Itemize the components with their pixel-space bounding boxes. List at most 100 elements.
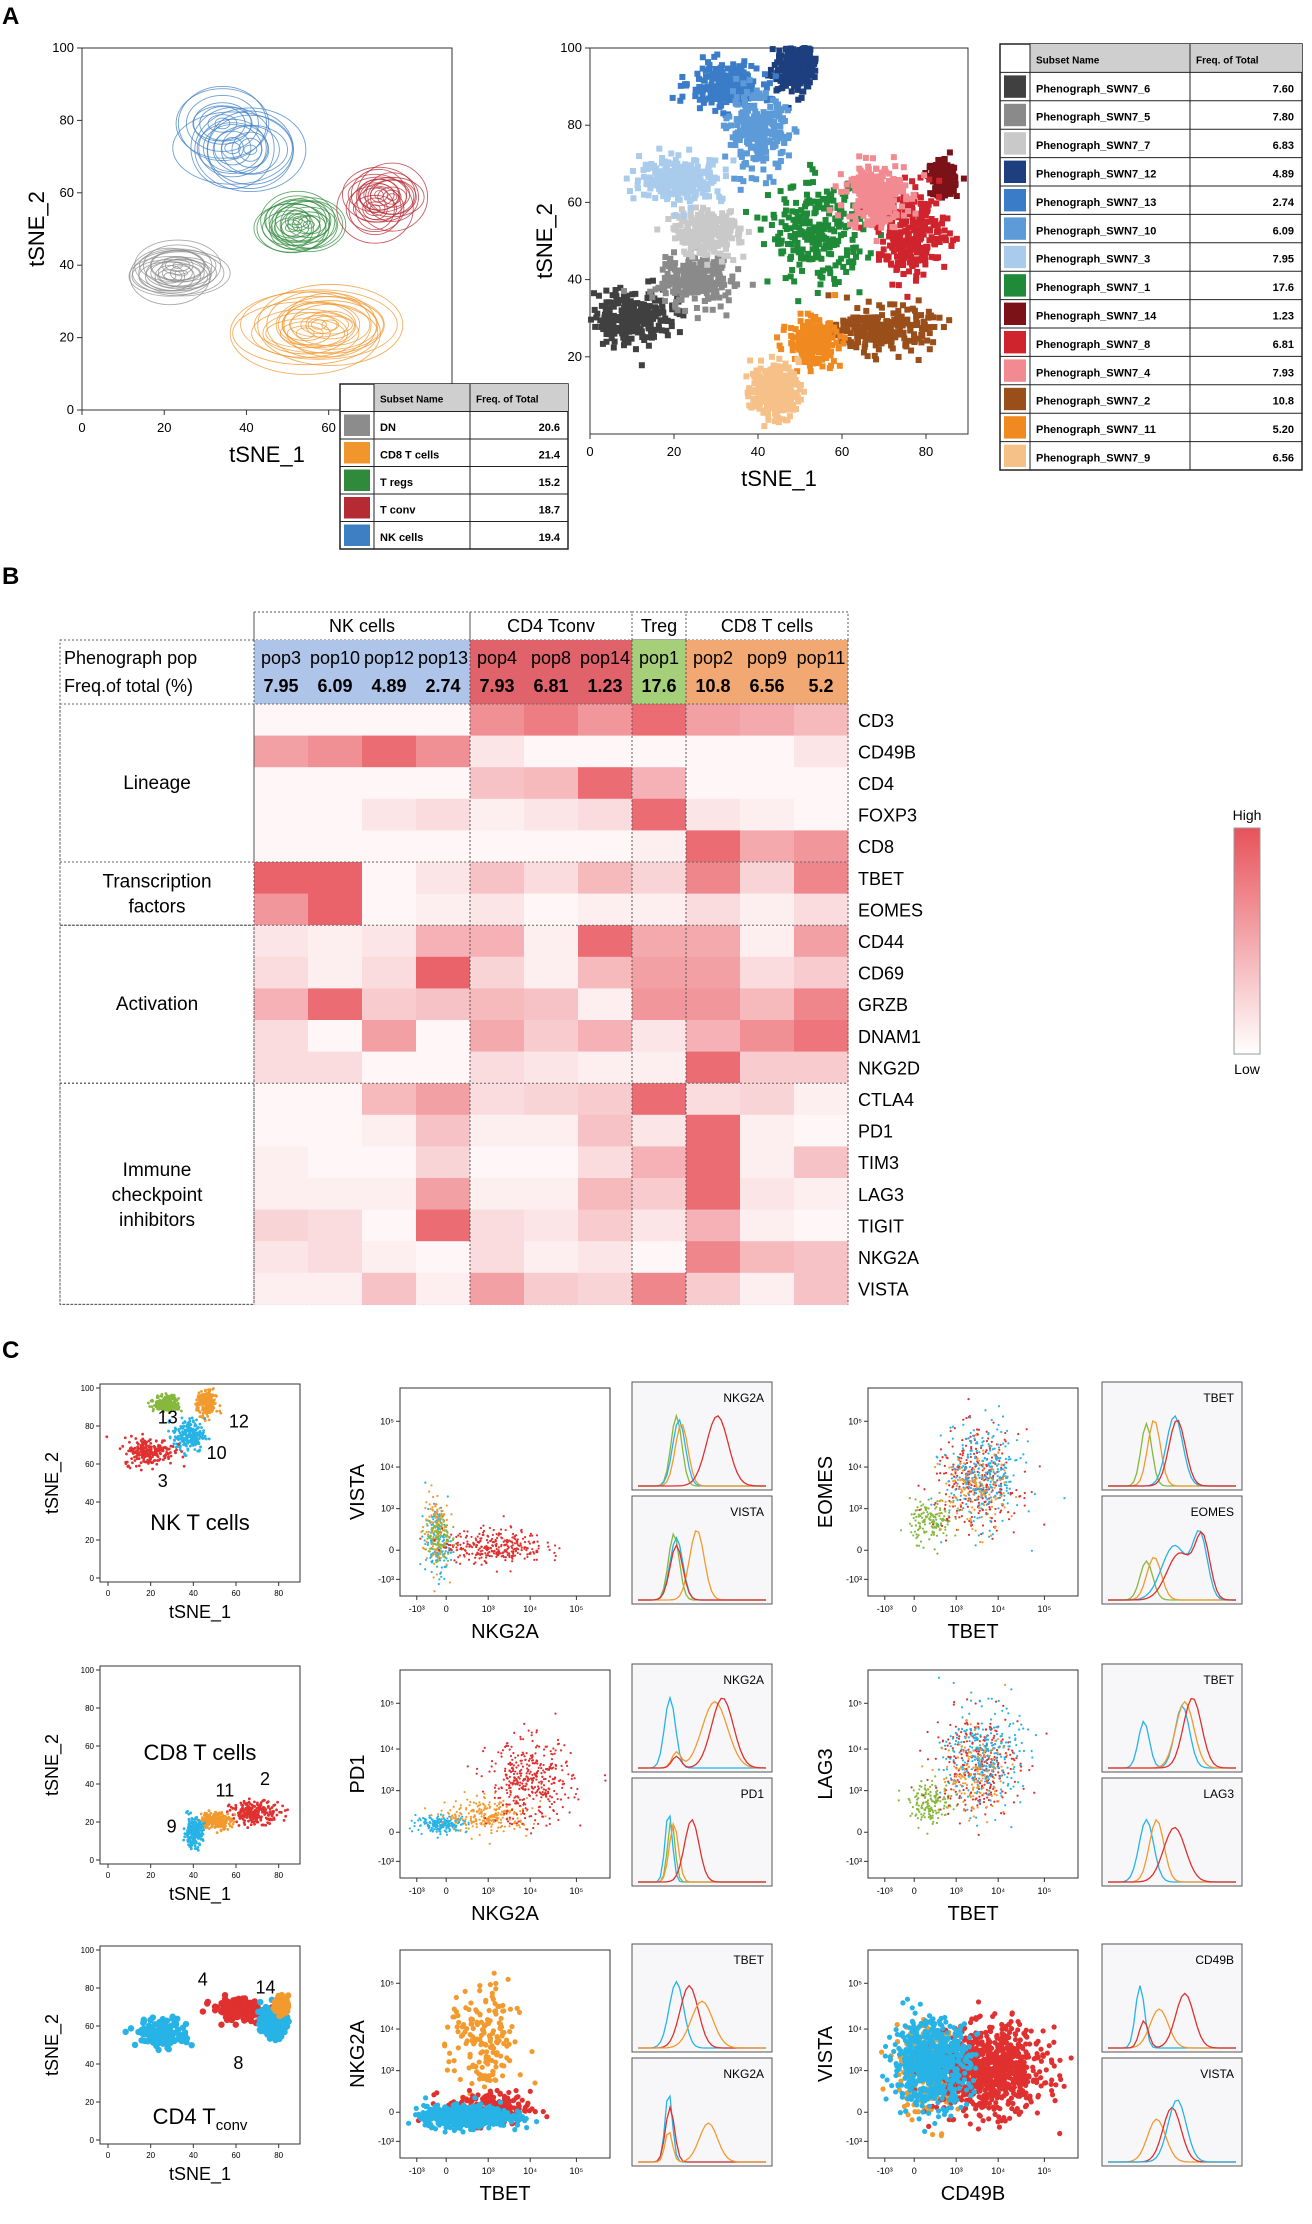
tsne-point [843,268,850,275]
contour-line [129,247,211,306]
tsne-point [764,382,771,389]
tsne-point [781,139,788,146]
tsne-dot [156,1394,159,1398]
tsne-dot [161,1458,165,1462]
tsne-point [886,191,893,198]
heatmap-cell [362,1114,417,1147]
tsne-point [814,269,821,276]
tsne-point [760,166,767,173]
heatmap-cell [308,988,363,1021]
tsne-point [714,255,721,262]
tsne-point [888,202,895,209]
tsne-point [751,395,758,402]
tsne-point [771,370,778,377]
tsne-point [653,305,660,312]
tsne-point [705,280,712,287]
tsne-dot [179,1409,183,1413]
tsne-point [836,217,843,224]
tsne-point [878,180,885,187]
tsne-point [868,336,875,343]
tsne-dot [137,1457,141,1460]
tsne-point [717,303,724,310]
tsne-point [879,333,886,340]
tsne-point [874,203,881,210]
tsne-point [668,191,675,198]
heatmap-cell [308,1051,363,1084]
tsne-point [873,337,880,344]
tsne-point [659,266,666,273]
tsne-point [789,208,796,215]
tsne-point [614,317,621,324]
tsne-point [704,207,711,214]
tsne-point [718,88,725,95]
tsne-point [761,387,768,394]
tsne-point [799,323,806,330]
tsne-point [796,224,803,231]
tsne-point [679,93,686,100]
tsne-point [900,261,907,268]
contour-line [365,172,419,222]
tsne-dot [141,1432,145,1436]
tsne-dot [207,1391,211,1395]
tsne-point [890,197,897,204]
tsne-point [686,146,693,153]
tsne-point [926,164,933,171]
tsne-point [841,196,848,203]
tsne-point [794,69,801,76]
tsne-point [795,337,802,344]
tsne-point [692,189,699,196]
tsne-point [708,281,715,288]
tsne-point [692,204,699,211]
tsne-point [683,272,690,279]
tsne-point [808,256,815,263]
heatmap-cell [470,925,525,958]
tsne-dot [154,1402,158,1406]
tsne-point [615,324,622,331]
tsne-point [767,400,774,407]
tsne-point [941,227,948,234]
tsne-point [672,168,679,175]
category-label: Activation [116,994,198,1015]
tsne-point [897,177,904,184]
tsne-point [649,277,656,284]
tsne-point [787,273,794,280]
row-label: PD1 [858,1122,893,1142]
tsne-point [646,303,653,310]
tsne-point [934,224,941,231]
a-right-legend-entry-name: Phenograph_SWN7_4 [1036,367,1151,379]
tsne-point [759,127,766,134]
tsne-point [777,122,784,129]
tsne-point [761,215,768,222]
tsne-point [698,209,705,216]
tsne-point [778,61,785,68]
tsne-point [925,308,932,315]
tsne-point [625,339,632,346]
tsne-point [860,332,867,339]
tsne-point [872,182,879,189]
tsne-point [705,85,712,92]
tsne-point [865,204,872,211]
tsne-point [851,231,858,238]
tsne-dot [163,1439,166,1442]
tsne-point [763,403,770,410]
c-tsne-y-tick: 60 [85,1460,94,1469]
column-label: pop8 [531,648,571,668]
tsne-point [676,329,683,336]
tsne-dot [167,1447,171,1451]
heatmap-cell [308,1209,363,1242]
tsne-point [908,347,915,354]
heatmap-cell [740,830,795,863]
tsne-point [780,380,787,387]
a-right-legend-header-freq: Freq. of Total [1196,55,1259,66]
tsne-point [798,54,805,61]
contour-line [281,302,357,347]
tsne-point [874,329,881,336]
heatmap-cell [362,988,417,1021]
tsne-point [675,152,682,159]
tsne-point [723,115,730,122]
tsne-dot [152,1445,156,1448]
tsne-point [797,396,804,403]
tsne-point [781,372,788,379]
tsne-point [892,191,899,198]
tsne-point [807,312,814,319]
